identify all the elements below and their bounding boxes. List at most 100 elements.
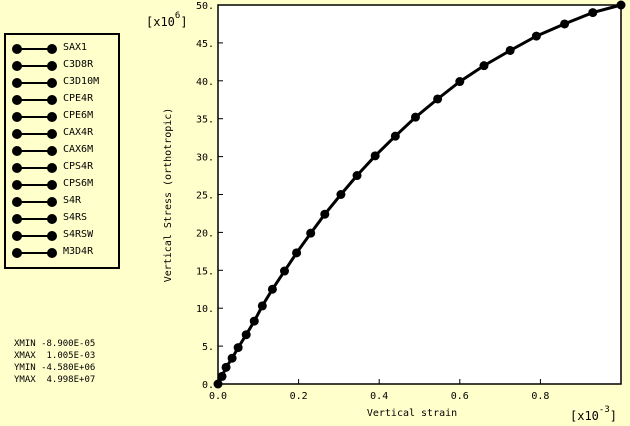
legend-marker-icon xyxy=(47,44,57,54)
legend-item: S4RSW xyxy=(6,228,116,244)
legend-item: CAX4R xyxy=(6,126,116,142)
legend-marker-icon xyxy=(47,61,57,71)
axis-extents: XMIN -8.900E-05 XMAX 1.005E-03 YMIN -4.5… xyxy=(14,338,95,386)
legend-marker-icon xyxy=(12,214,22,224)
x-tick-label: 0.4 xyxy=(370,391,388,402)
legend-item: CAX6M xyxy=(6,143,116,159)
legend-marker-icon xyxy=(47,163,57,173)
data-point xyxy=(390,131,400,141)
legend-item: SAX1 xyxy=(6,41,116,57)
legend-marker-icon xyxy=(12,180,22,190)
legend-line-swatch xyxy=(17,133,55,135)
data-point xyxy=(455,77,465,87)
legend-label: S4R xyxy=(63,195,82,206)
y-tick-label: 10. xyxy=(196,304,214,315)
legend-marker-icon xyxy=(47,180,57,190)
legend-label: CAX6M xyxy=(63,144,94,155)
x-tick-label: 0.0 xyxy=(209,391,227,402)
legend-marker-icon xyxy=(12,112,22,122)
y-tick-label: 15. xyxy=(196,266,214,277)
y-tick-label: 20. xyxy=(196,228,214,239)
x-tick-label: 0.6 xyxy=(451,391,469,402)
data-point xyxy=(588,8,598,18)
data-point xyxy=(531,31,541,41)
y-tick-label: 30. xyxy=(196,153,214,164)
data-point xyxy=(616,0,626,10)
data-point xyxy=(560,19,570,29)
legend-item: S4R xyxy=(6,194,116,210)
xmax-stat: XMAX 1.005E-03 xyxy=(14,351,96,361)
legend-label: S4RS xyxy=(63,212,88,223)
legend-label: C3D10M xyxy=(63,76,100,87)
legend-label: CPE4R xyxy=(63,93,94,104)
y-tick-label: 45. xyxy=(196,39,214,50)
legend-label: C3D8R xyxy=(63,59,94,70)
data-point xyxy=(479,61,489,71)
legend-label: CAX4R xyxy=(63,127,94,138)
data-point xyxy=(221,362,231,372)
data-point xyxy=(249,316,259,326)
legend-label: CPE6M xyxy=(63,110,94,121)
y-tick-label: 50. xyxy=(196,1,214,12)
x-axis-label: Vertical strain xyxy=(367,408,457,419)
legend-marker-icon xyxy=(12,78,22,88)
y-multiplier: [x106] xyxy=(146,11,188,29)
legend-line-swatch xyxy=(17,65,55,67)
data-point xyxy=(241,330,251,340)
legend-marker-icon xyxy=(12,231,22,241)
legend-label: CPS6M xyxy=(63,178,94,189)
legend-label: M3D4R xyxy=(63,246,94,257)
ymax-stat: YMAX 4.998E+07 xyxy=(14,375,96,385)
legend-line-swatch xyxy=(17,82,55,84)
legend-item: M3D4R xyxy=(6,245,116,261)
data-point xyxy=(257,301,267,311)
legend-marker-icon xyxy=(47,248,57,258)
legend-item: CPE6M xyxy=(6,109,116,125)
data-point xyxy=(306,228,316,238)
y-tick-label: 35. xyxy=(196,115,214,126)
legend-line-swatch xyxy=(17,48,55,50)
legend-marker-icon xyxy=(47,78,57,88)
data-point xyxy=(433,94,443,104)
legend-line-swatch xyxy=(17,218,55,220)
legend-marker-icon xyxy=(12,95,22,105)
legend-line-swatch xyxy=(17,201,55,203)
data-point xyxy=(217,371,227,381)
data-point xyxy=(227,353,237,363)
legend-marker-icon xyxy=(47,214,57,224)
legend-line-swatch xyxy=(17,116,55,118)
x-multiplier: [x10-3] xyxy=(570,405,617,423)
legend-item: S4RS xyxy=(6,211,116,227)
data-point xyxy=(352,171,362,181)
y-tick-label: 0. xyxy=(202,380,214,391)
data-point xyxy=(505,45,515,55)
data-point xyxy=(320,209,330,219)
legend-line-swatch xyxy=(17,184,55,186)
data-point xyxy=(279,266,289,276)
legend-marker-icon xyxy=(12,248,22,258)
legend: SAX1 C3D8R C3D10M CPE4R CPE6M CAX4R CAX6M CPS4R… xyxy=(4,33,120,269)
x-tick-label: 0.2 xyxy=(290,391,308,402)
legend-item: CPS4R xyxy=(6,160,116,176)
y-axis-label: Vertical Stress (orthotropic) xyxy=(163,108,174,283)
legend-item: CPS6M xyxy=(6,177,116,193)
legend-marker-icon xyxy=(47,95,57,105)
legend-marker-icon xyxy=(47,197,57,207)
legend-marker-icon xyxy=(47,146,57,156)
legend-marker-icon xyxy=(12,61,22,71)
legend-marker-icon xyxy=(12,146,22,156)
axis-ticks: 0.0 0.2 0.4 0.6 0.8 0. 5. 10. 15. 20. 25. 30. 35. 40.… xyxy=(196,1,549,402)
legend-label: CPS4R xyxy=(63,161,94,172)
legend-label: SAX1 xyxy=(63,42,88,53)
legend-marker-icon xyxy=(47,112,57,122)
y-tick-label: 25. xyxy=(196,191,214,202)
y-tick-label: 40. xyxy=(196,77,214,88)
data-point xyxy=(267,284,277,294)
legend-line-swatch xyxy=(17,235,55,237)
x-tick-label: 0.8 xyxy=(531,391,549,402)
legend-marker-icon xyxy=(47,129,57,139)
legend-line-swatch xyxy=(17,150,55,152)
legend-item: C3D10M xyxy=(6,75,116,91)
y-tick-label: 5. xyxy=(202,342,214,353)
